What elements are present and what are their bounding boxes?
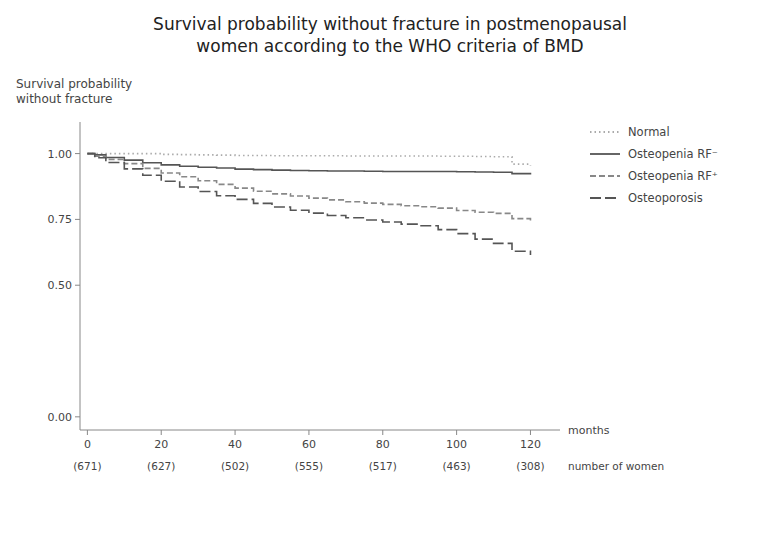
plot-area [87, 154, 530, 255]
legend-label: Osteopenia RF⁺ [628, 169, 718, 183]
count-label: (463) [442, 460, 470, 472]
y-tick-label: 0.75 [48, 213, 73, 226]
x-tick-label: 60 [302, 438, 316, 451]
legend-swatch [590, 131, 620, 133]
y-label: Survival probabilitywithout fracture [16, 77, 132, 106]
legend-label: Osteoporosis [628, 191, 703, 205]
count-label: (502) [221, 460, 249, 472]
x-tick [530, 430, 531, 435]
x-tick-label: 120 [520, 438, 541, 451]
survival-curve [87, 154, 530, 255]
count-row-label: number of women [568, 460, 664, 472]
y-label-line: without fracture [16, 92, 112, 106]
x-tick-label: 0 [84, 438, 91, 451]
x-tick-label: 20 [154, 438, 168, 451]
x-tick-label: 40 [228, 438, 242, 451]
axes: 0.00 0.50 0.75 1.00 0 20 40 60 80 100 120 [48, 122, 561, 451]
title-line: Survival probability without fracture in… [153, 14, 627, 34]
count-label: (308) [516, 460, 544, 472]
legend-label: Normal [628, 125, 670, 139]
counts: (671) (627) (502) (555) (517) (463) (308) numbe… [73, 460, 664, 472]
legend: Normal Osteopenia RF⁻ Osteopenia RF⁺ Osteop… [590, 125, 718, 205]
survival-curve [87, 154, 530, 175]
x-tick [235, 430, 236, 435]
y-axis-line [80, 122, 81, 430]
y-tick [75, 416, 80, 417]
legend-label: Osteopenia RF⁻ [628, 147, 718, 161]
x-axis-line [80, 430, 560, 431]
legend-swatch [590, 153, 620, 155]
y-tick-label: 0.50 [48, 279, 73, 292]
legend-swatch [590, 197, 620, 199]
y-tick-label: 0.00 [48, 411, 73, 424]
x-tick [87, 430, 88, 435]
count-label: (555) [295, 460, 323, 472]
chart: Survival probability without fracture in… [0, 0, 780, 549]
legend-swatch [590, 175, 620, 177]
count-label: (627) [147, 460, 175, 472]
y-tick [75, 285, 80, 286]
title-line: women according to the WHO criteria of B… [196, 36, 583, 56]
x-tick [161, 430, 162, 435]
x-tick [308, 430, 309, 435]
x-tick [456, 430, 457, 435]
page: {"chart_data": { "type": "step", "title"… [0, 0, 780, 549]
x-tick [382, 430, 383, 435]
title: Survival probability without fracture in… [153, 14, 627, 56]
x-tick-label: 100 [446, 438, 467, 451]
y-tick [75, 153, 80, 154]
count-label: (671) [73, 460, 101, 472]
y-label-line: Survival probability [16, 77, 132, 91]
count-label: (517) [369, 460, 397, 472]
survival-curve [87, 154, 530, 166]
x-tick-label: 80 [376, 438, 390, 451]
x-label: months [568, 424, 610, 437]
y-tick [75, 219, 80, 220]
y-tick-label: 1.00 [48, 148, 73, 161]
